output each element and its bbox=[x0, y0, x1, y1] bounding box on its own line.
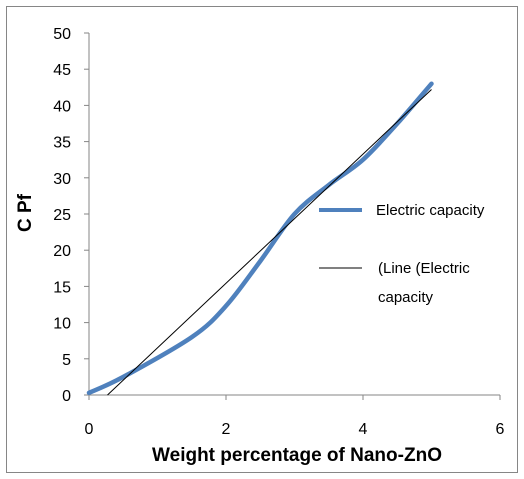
legend-label-electric-capacity: Electric capacity bbox=[376, 202, 485, 219]
x-tick-label: 6 bbox=[496, 421, 505, 438]
series-line-electric-capacity bbox=[86, 81, 434, 396]
trendline-electric-capacity bbox=[107, 89, 432, 396]
y-tick-label: 0 bbox=[62, 388, 71, 405]
x-tick-label: 4 bbox=[359, 421, 368, 438]
y-tick-label: 30 bbox=[53, 171, 71, 188]
y-tick-label: 45 bbox=[53, 62, 71, 79]
y-tick-label: 5 bbox=[62, 352, 71, 369]
x-ticks: 0 2 4 6 bbox=[85, 395, 505, 438]
chart-frame bbox=[6, 6, 518, 473]
x-tick-label: 2 bbox=[222, 421, 231, 438]
legend: Electric capacity (Line (Electric capaci… bbox=[319, 202, 485, 306]
y-tick-label: 50 bbox=[53, 26, 71, 43]
x-axis-title: Weight percentage of Nano-ZnO bbox=[152, 445, 442, 466]
y-tick-label: 25 bbox=[53, 207, 71, 224]
y-ticks: 0 5 10 15 20 25 30 35 40 45 50 bbox=[53, 26, 89, 405]
y-axis-title: C Pf bbox=[15, 193, 36, 232]
x-tick-label: 0 bbox=[85, 421, 94, 438]
series-layer bbox=[86, 81, 434, 396]
y-tick-label: 10 bbox=[53, 316, 71, 333]
y-tick-label: 40 bbox=[53, 98, 71, 115]
y-tick-label: 20 bbox=[53, 243, 71, 260]
y-tick-label: 35 bbox=[53, 135, 71, 152]
legend-label-trendline-line1: (Line (Electric bbox=[378, 260, 470, 277]
legend-label-trendline-line2: capacity bbox=[378, 289, 434, 306]
y-tick-label: 15 bbox=[53, 279, 71, 296]
